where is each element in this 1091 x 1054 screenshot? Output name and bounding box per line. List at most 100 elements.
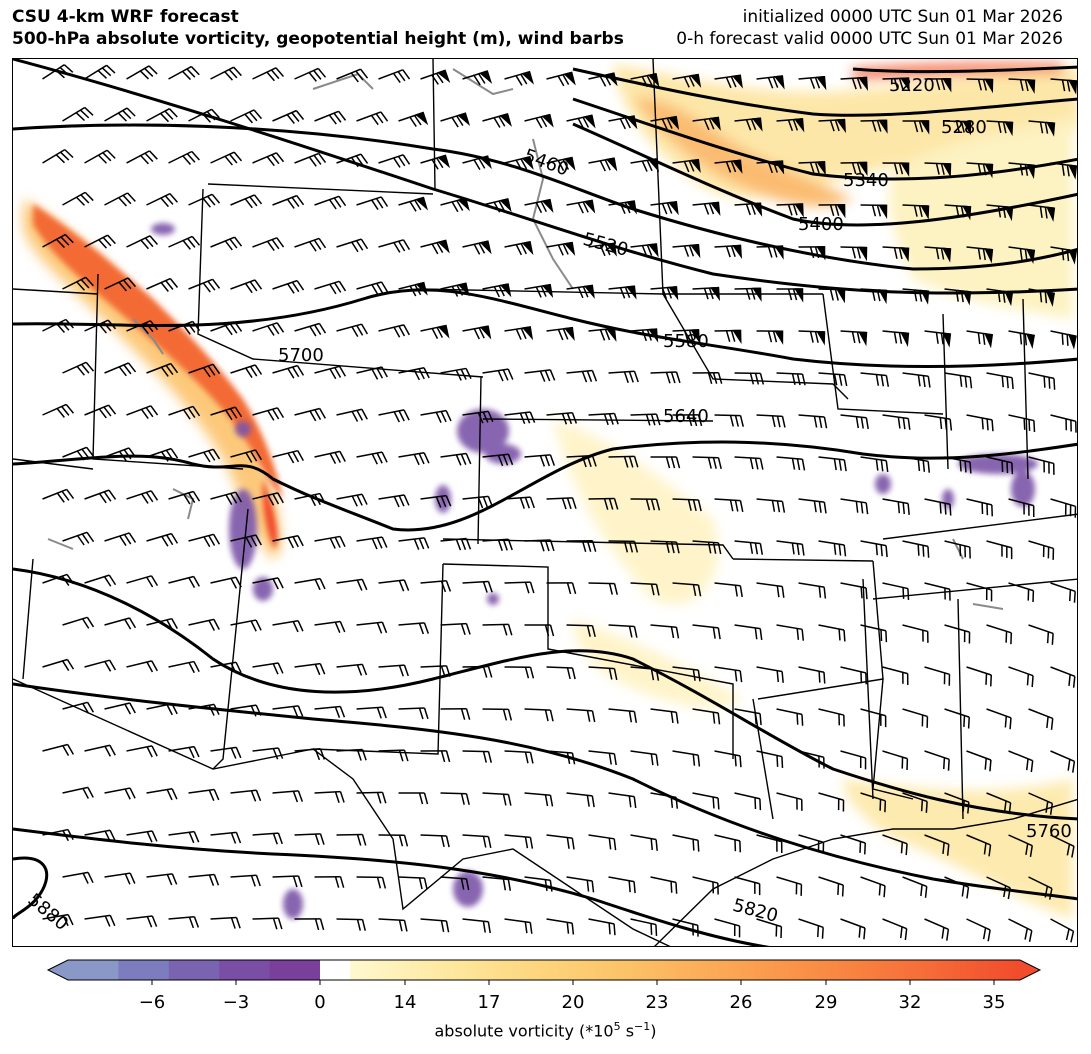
barb-feather (376, 622, 383, 634)
barb-feather (403, 324, 410, 336)
barb-feather (333, 112, 342, 123)
barb-feather (944, 418, 948, 430)
barb-staff (314, 790, 341, 794)
barb-feather (524, 497, 530, 509)
barb-feather (781, 416, 786, 428)
barb-feather (665, 456, 671, 469)
barb-feather (655, 669, 660, 681)
wind-barb (714, 244, 743, 259)
barb-staff (966, 414, 993, 421)
barb-pennant (1068, 164, 1077, 180)
barb-pennant (816, 246, 826, 261)
wind-barb (84, 149, 116, 164)
border-az-nm (212, 508, 249, 770)
barb-pennant (942, 332, 952, 348)
wind-barb (924, 750, 950, 771)
barb-feather (493, 201, 501, 213)
barb-feather (76, 535, 85, 546)
barb-feather (129, 872, 136, 884)
wind-barb (210, 236, 243, 251)
barb-feather (160, 112, 170, 123)
wind-barb (714, 918, 741, 938)
barb-pennant (942, 78, 952, 93)
barb-feather (898, 78, 904, 90)
wind-barb (944, 708, 970, 729)
barb-feather (82, 872, 89, 884)
barb-feather (169, 193, 178, 203)
barb-feather (535, 117, 543, 129)
barb-feather (272, 918, 278, 930)
wind-barb (902, 456, 931, 473)
barb-staff (734, 708, 761, 715)
wind-barb (126, 915, 158, 928)
wind-barb (986, 120, 1014, 137)
barb-feather (767, 161, 773, 174)
barb-feather (292, 875, 298, 888)
barb-pennant (710, 201, 721, 216)
barb-feather (334, 791, 340, 803)
wind-barb (378, 409, 410, 423)
wind-barb (272, 705, 304, 718)
barb-feather (235, 661, 242, 673)
barb-feather (371, 453, 378, 465)
barb-pennant (436, 69, 451, 84)
barb-pennant (731, 74, 743, 89)
barb-pennant (667, 115, 680, 131)
barb-feather (309, 495, 317, 507)
barb-staff (378, 749, 405, 752)
barb-feather (183, 493, 191, 505)
barb-feather (1003, 800, 1007, 813)
vorticity-shading (23, 63, 1077, 919)
wind-barb (314, 280, 347, 295)
wind-barb (42, 148, 74, 164)
wind-barb (398, 452, 430, 466)
barb-feather (170, 533, 179, 544)
wind-barb (650, 708, 679, 724)
wind-barb (672, 243, 701, 259)
barb-feather (398, 665, 404, 677)
barb-feather (708, 287, 714, 300)
barb-staff (714, 918, 740, 927)
barb-feather (482, 496, 489, 508)
barb-feather (160, 366, 169, 377)
barb-feather (1024, 79, 1029, 92)
rockies-vort-max (33, 204, 283, 499)
wind-barb (126, 405, 159, 420)
wind-barb (734, 117, 763, 132)
wind-barb (294, 407, 327, 422)
barb-pennant (437, 324, 450, 339)
barb-staff (1050, 414, 1076, 422)
barb-feather (482, 581, 488, 593)
wind-barb (126, 830, 158, 843)
wind-barb (462, 240, 492, 255)
barb-pennant (605, 157, 618, 172)
barb-feather (435, 411, 442, 423)
barb-pennant (541, 198, 554, 213)
barb-feather (403, 409, 410, 421)
barb-feather (85, 276, 94, 287)
barb-feather (924, 886, 928, 898)
wind-barb (420, 494, 452, 508)
wind-barb (818, 456, 847, 472)
wind-barb (798, 246, 826, 261)
contour-5820 (13, 827, 771, 946)
barb-feather (650, 583, 655, 596)
barb-staff (168, 235, 193, 248)
barb-feather (507, 453, 514, 466)
wind-barb (986, 288, 1014, 307)
barb-feather (188, 747, 195, 759)
barb-feather (473, 243, 481, 255)
barb-feather (371, 368, 379, 380)
wind-barb (336, 238, 369, 253)
barb-staff (84, 404, 109, 416)
barb-feather (875, 459, 879, 471)
barb-feather (460, 793, 465, 805)
state-borders (13, 59, 1077, 946)
barb-feather (334, 536, 341, 548)
barb-pennant (647, 243, 659, 258)
barb-feather (211, 108, 220, 119)
wind-barb (42, 828, 74, 842)
barb-feather (655, 924, 658, 936)
barb-staff (272, 109, 297, 122)
barb-staff (882, 750, 908, 760)
